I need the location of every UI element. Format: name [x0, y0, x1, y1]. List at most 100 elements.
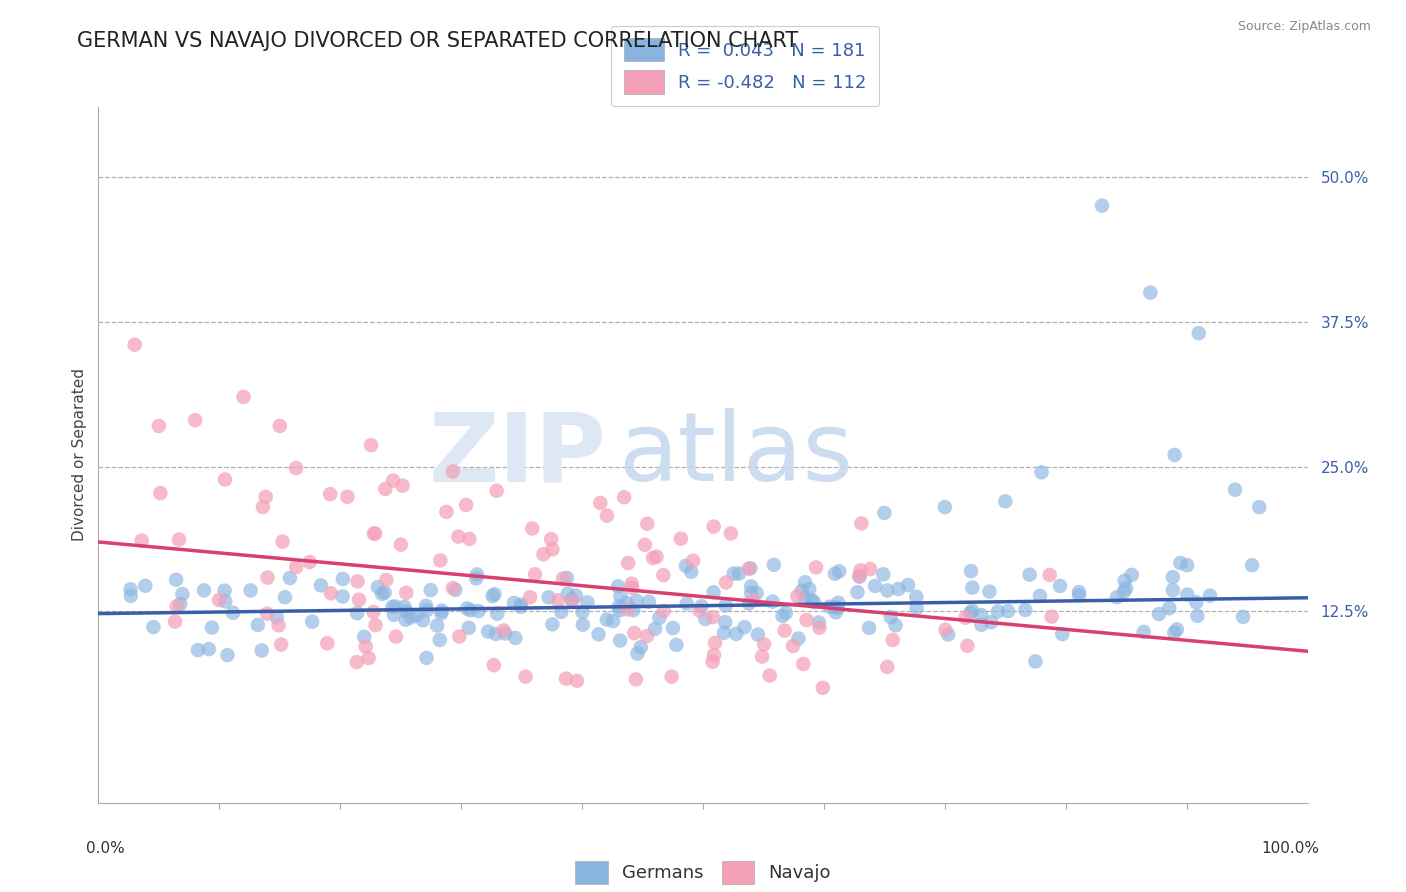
Point — [395, 586, 418, 600]
Point — [120, 582, 142, 597]
Point — [794, 575, 817, 590]
Point — [494, 626, 516, 640]
Point — [457, 621, 479, 635]
Point — [561, 594, 583, 608]
Point — [624, 673, 647, 687]
Point — [1024, 654, 1046, 668]
Point — [367, 580, 389, 594]
Point — [266, 610, 288, 624]
Point — [319, 586, 342, 600]
Point — [796, 613, 818, 627]
Point — [665, 638, 688, 652]
Point — [391, 478, 413, 492]
Point — [285, 560, 308, 574]
Point — [695, 612, 717, 626]
Point — [165, 615, 187, 629]
Point — [849, 563, 872, 577]
Point — [714, 615, 737, 629]
Point — [824, 605, 846, 619]
Point — [269, 419, 291, 434]
Point — [1031, 466, 1053, 480]
Point — [481, 589, 503, 603]
Point — [602, 614, 624, 628]
Point — [970, 617, 993, 632]
Point — [634, 538, 657, 552]
Point — [415, 650, 437, 665]
Point — [1185, 595, 1208, 609]
Point — [429, 632, 451, 647]
Point — [384, 599, 406, 614]
Point — [1052, 627, 1074, 641]
Point — [752, 637, 775, 651]
Point — [254, 490, 277, 504]
Point — [515, 670, 537, 684]
Point — [824, 599, 846, 614]
Point — [758, 668, 780, 682]
Point — [524, 567, 547, 582]
Point — [465, 571, 488, 585]
Point — [395, 613, 418, 627]
Point — [596, 508, 619, 523]
Point — [804, 560, 827, 574]
Point — [346, 655, 368, 669]
Point — [818, 599, 841, 614]
Point — [934, 500, 956, 514]
Point — [447, 530, 470, 544]
Text: ZIP: ZIP — [429, 409, 606, 501]
Point — [1039, 568, 1062, 582]
Point — [702, 655, 724, 669]
Point — [828, 564, 851, 578]
Point — [1170, 556, 1192, 570]
Point — [879, 610, 901, 624]
Point — [571, 605, 593, 619]
Point — [644, 622, 666, 636]
Point — [979, 584, 1001, 599]
Point — [364, 526, 387, 541]
Point — [1175, 588, 1198, 602]
Point — [1121, 568, 1143, 582]
Point — [565, 589, 588, 603]
Point — [576, 595, 599, 609]
Point — [374, 585, 396, 599]
Point — [621, 603, 644, 617]
Point — [252, 500, 274, 514]
Point — [713, 625, 735, 640]
Point — [740, 561, 762, 575]
Point — [848, 570, 870, 584]
Point — [1187, 608, 1209, 623]
Point — [267, 618, 290, 632]
Point — [962, 604, 984, 618]
Point — [1049, 579, 1071, 593]
Point — [134, 579, 156, 593]
Point — [1175, 558, 1198, 573]
Point — [794, 591, 817, 606]
Point — [734, 620, 756, 634]
Point — [1029, 589, 1052, 603]
Point — [484, 587, 506, 601]
Point — [745, 586, 768, 600]
Point — [616, 596, 638, 610]
Point — [775, 606, 797, 620]
Point — [848, 568, 870, 582]
Point — [799, 582, 821, 597]
Point — [456, 498, 478, 512]
Point — [381, 599, 404, 614]
Point — [616, 602, 638, 616]
Point — [1014, 603, 1036, 617]
Point — [214, 473, 236, 487]
Point — [772, 608, 794, 623]
Point — [1161, 583, 1184, 598]
Point — [987, 605, 1010, 619]
Point — [723, 566, 745, 581]
Point — [873, 506, 896, 520]
Point — [675, 558, 697, 573]
Y-axis label: Divorced or Separated: Divorced or Separated — [72, 368, 87, 541]
Point — [773, 624, 796, 638]
Point — [354, 640, 377, 654]
Point — [375, 573, 398, 587]
Point — [1232, 610, 1254, 624]
Point — [441, 465, 464, 479]
Point — [1091, 199, 1114, 213]
Point — [1018, 567, 1040, 582]
Point — [482, 658, 505, 673]
